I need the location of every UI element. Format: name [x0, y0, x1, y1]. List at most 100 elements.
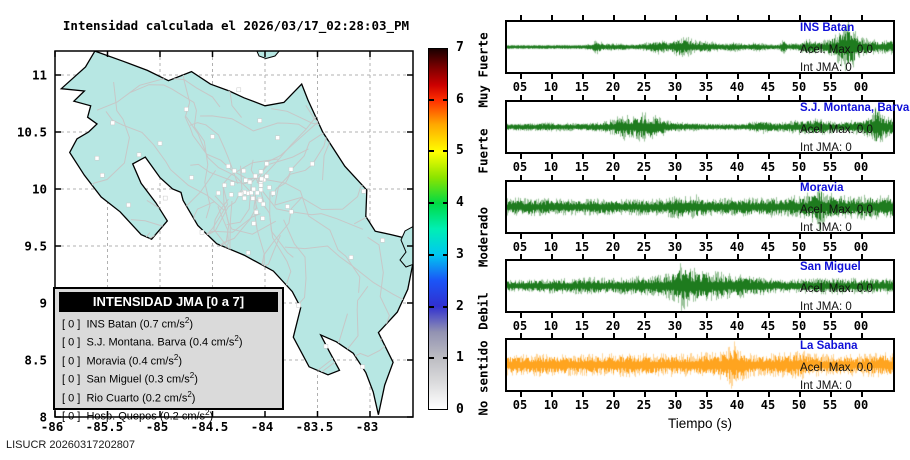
map-frame	[54, 50, 414, 418]
time-tick-label: 25	[636, 80, 652, 94]
time-tick-label: 20	[605, 160, 621, 174]
colorbar-tick	[429, 150, 434, 153]
colorbar-tick	[429, 305, 434, 308]
time-tick-label: 00	[853, 398, 869, 412]
time-tick-label: 15	[574, 80, 590, 94]
time-tick-label: 10	[543, 160, 559, 174]
time-tick	[582, 333, 584, 338]
time-tick	[861, 254, 863, 259]
time-tick	[520, 15, 522, 20]
colorbar-number: 7	[456, 40, 464, 55]
colorbar-tick	[429, 202, 434, 205]
legend-item: [ 0 ] S.J. Montana. Barva (0.4 cm/s2)	[62, 334, 243, 350]
time-tick-label: 20	[605, 398, 621, 412]
neighbour-land-nicaragua	[256, 51, 280, 60]
svg-text:-85.5: -85.5	[86, 419, 124, 434]
time-tick	[737, 154, 739, 159]
time-tick-label: 30	[667, 80, 683, 94]
time-tick	[644, 254, 646, 259]
time-tick	[613, 74, 615, 79]
time-tick-label: 05	[512, 80, 528, 94]
station-name-label: La Sabana	[800, 340, 858, 352]
time-tick	[675, 95, 677, 100]
time-tick	[861, 74, 863, 79]
time-tick	[613, 154, 615, 159]
time-tick	[644, 15, 646, 20]
time-tick	[768, 74, 770, 79]
time-tick	[799, 234, 801, 239]
station-accel-label: Acel. Max. 0.0	[800, 124, 873, 136]
time-tick	[861, 15, 863, 20]
svg-text:9: 9	[39, 296, 47, 311]
intensity-colorbar	[428, 48, 448, 410]
time-tick	[830, 254, 832, 259]
time-tick-label: 35	[698, 160, 714, 174]
legend-title: INTENSIDAD JMA [0 a 7]	[59, 292, 278, 312]
time-tick	[861, 175, 863, 180]
time-tick	[706, 333, 708, 338]
time-tick	[551, 15, 553, 20]
time-tick	[799, 175, 801, 180]
colorbar-tick	[443, 357, 448, 360]
time-tick-label: 10	[543, 398, 559, 412]
time-tick-label: 15	[574, 160, 590, 174]
legend-item: [ 0 ] Moravia (0.4 cm/s2)	[62, 352, 182, 368]
time-tick	[613, 333, 615, 338]
time-tick	[613, 313, 615, 318]
time-tick	[768, 234, 770, 239]
time-tick	[582, 392, 584, 397]
station-accel-label: Acel. Max. 0.0	[800, 283, 873, 295]
time-tick-label: 05	[512, 319, 528, 333]
time-tick	[799, 95, 801, 100]
svg-text:10.5: 10.5	[17, 125, 47, 140]
time-tick	[861, 154, 863, 159]
time-tick	[737, 234, 739, 239]
time-tick	[706, 313, 708, 318]
time-tick	[706, 95, 708, 100]
time-tick	[799, 15, 801, 20]
time-tick	[613, 95, 615, 100]
time-tick-label: 20	[605, 80, 621, 94]
time-tick	[799, 392, 801, 397]
time-tick	[830, 313, 832, 318]
time-tick	[737, 333, 739, 338]
time-tick	[706, 234, 708, 239]
time-tick	[644, 333, 646, 338]
time-tick	[613, 392, 615, 397]
time-tick	[830, 175, 832, 180]
time-tick	[551, 313, 553, 318]
colorbar-category-label: Moderado	[475, 206, 491, 267]
time-tick-label: 50	[791, 240, 807, 254]
time-tick-label: 30	[667, 398, 683, 412]
time-tick-label: 05	[512, 240, 528, 254]
time-tick	[675, 333, 677, 338]
svg-text:-86: -86	[41, 419, 64, 434]
time-tick-label: 55	[822, 240, 838, 254]
time-tick	[768, 175, 770, 180]
station-accel-label: Acel. Max. 0.0	[800, 362, 873, 374]
time-axis-label: Tiempo (s)	[667, 416, 732, 431]
time-tick	[644, 234, 646, 239]
waveform-canvas	[507, 22, 893, 72]
time-tick	[737, 175, 739, 180]
time-tick-label: 25	[636, 319, 652, 333]
colorbar-tick	[443, 253, 448, 256]
time-tick-label: 00	[853, 80, 869, 94]
time-tick	[582, 313, 584, 318]
waveform-canvas	[507, 261, 893, 311]
time-tick	[706, 154, 708, 159]
time-tick-label: 35	[698, 80, 714, 94]
time-tick-label: 50	[791, 319, 807, 333]
time-tick	[861, 333, 863, 338]
time-tick	[799, 333, 801, 338]
time-tick-label: 15	[574, 240, 590, 254]
time-tick	[551, 254, 553, 259]
svg-text:8: 8	[39, 410, 47, 425]
time-tick	[706, 392, 708, 397]
time-tick-label: 45	[760, 80, 776, 94]
time-tick	[737, 254, 739, 259]
time-tick-label: 35	[698, 240, 714, 254]
time-tick	[768, 154, 770, 159]
station-intensity-label: Int JMA: 0	[800, 142, 852, 154]
station-name-label: INS Batan	[800, 22, 855, 34]
